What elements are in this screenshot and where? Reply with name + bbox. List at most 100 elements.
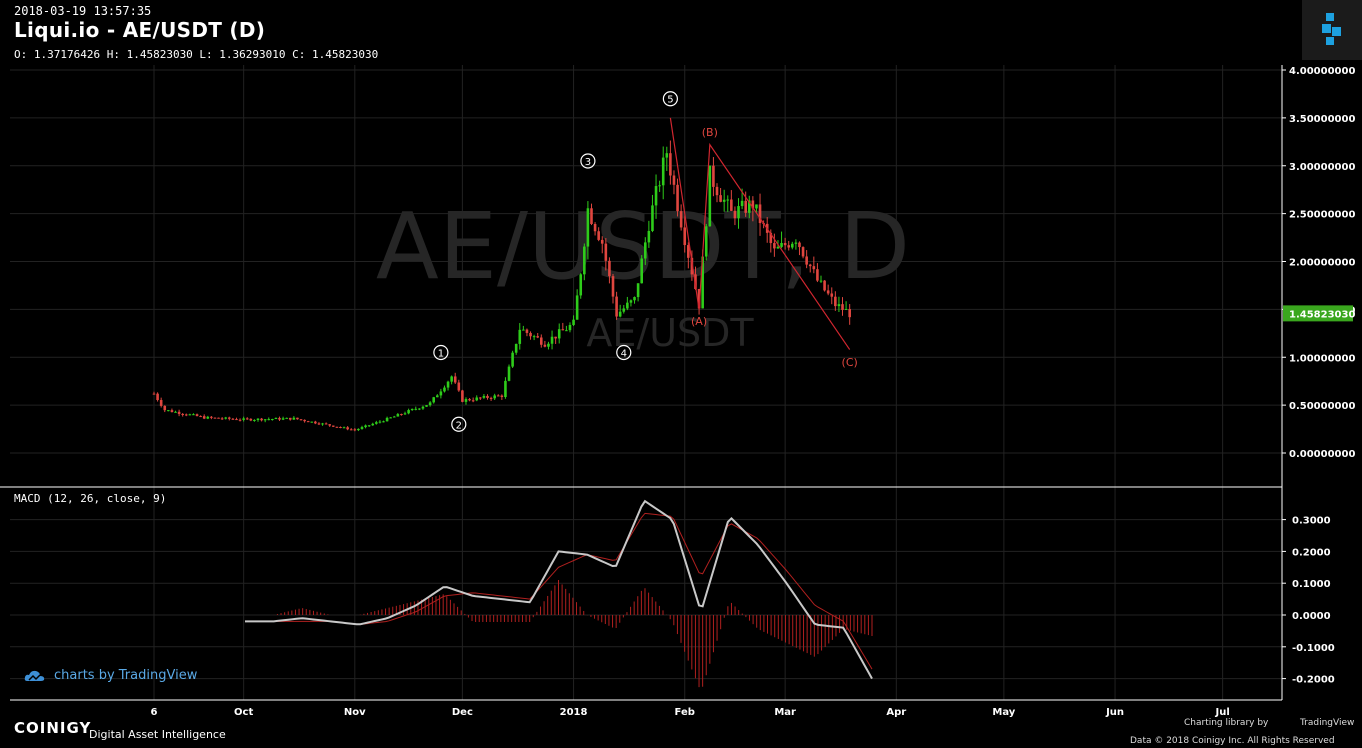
candle-body <box>210 416 213 418</box>
candle-body <box>532 336 536 338</box>
candle-body <box>629 300 633 303</box>
candle-body <box>783 242 787 246</box>
candle-body <box>339 427 342 429</box>
tradingview-credit[interactable]: TradingView <box>1300 718 1355 728</box>
candle-body <box>314 421 317 424</box>
y-tick-label: 0.50000000 <box>1289 401 1355 412</box>
macd-label: MACD (12, 26, close, 9) <box>14 492 167 505</box>
candle-body <box>812 266 816 270</box>
candle-body <box>450 376 453 382</box>
candle-body <box>733 210 737 219</box>
candle-body <box>385 417 389 422</box>
x-tick-label: Feb <box>675 707 695 718</box>
candle-body <box>496 395 500 397</box>
candle-body <box>364 425 367 428</box>
candle-body <box>690 257 694 275</box>
candle-body <box>177 411 181 414</box>
candle-body <box>841 304 844 310</box>
y-tick-label: 3.50000000 <box>1289 114 1355 125</box>
x-tick-label: Dec <box>452 707 473 718</box>
candle-body <box>557 329 561 339</box>
candle-body <box>826 290 830 294</box>
candle-body <box>834 296 837 307</box>
macd-tick-label: 0.2000 <box>1292 547 1331 558</box>
candle-body <box>676 184 679 212</box>
candle-body <box>310 421 314 423</box>
candle-body <box>446 381 450 388</box>
candle-body <box>747 200 751 213</box>
candle-body <box>274 417 278 420</box>
x-tick-label: Jul <box>1214 707 1229 718</box>
candle-body <box>608 260 611 277</box>
candle-body <box>378 421 382 423</box>
candle-body <box>801 247 805 257</box>
candle-body <box>507 366 511 381</box>
candle-body <box>773 243 776 249</box>
wave-label: (B) <box>702 126 718 139</box>
x-tick-label: Apr <box>886 707 906 718</box>
candle-body <box>719 195 722 202</box>
candle-body <box>647 230 651 243</box>
candle-body <box>152 393 156 395</box>
candle-body <box>500 395 504 397</box>
axes: 6 Oct Nov Dec 2018 Feb Mar Apr May Jun Jul 4.000000… <box>0 65 1355 718</box>
candle-body <box>708 165 712 227</box>
x-tick-label: Oct <box>234 707 253 718</box>
brand-name: COINIGY <box>14 719 92 737</box>
macd-tick-label: 0.3000 <box>1292 516 1331 527</box>
candle-body <box>332 425 335 427</box>
x-tick-label: May <box>992 707 1015 718</box>
candle-body <box>217 417 220 419</box>
candle-body <box>590 208 593 224</box>
y-tick-label: 0.00000000 <box>1289 449 1355 460</box>
candle-body <box>389 417 392 419</box>
y-tick-label: 2.50000000 <box>1289 210 1355 221</box>
candle-body <box>184 414 188 416</box>
coinigy-logo-button[interactable] <box>1302 0 1362 60</box>
candle-body <box>547 343 550 347</box>
candle-body <box>278 417 281 420</box>
candle-body <box>317 423 321 425</box>
candle-body <box>418 408 421 410</box>
candle-body <box>192 414 195 416</box>
x-tick-label: 2018 <box>560 707 588 718</box>
candle-body <box>253 419 256 421</box>
candle-body <box>787 245 791 248</box>
candle-body <box>335 426 339 428</box>
candle-body <box>633 297 636 301</box>
candle-body <box>604 243 608 261</box>
last-price-tag <box>1283 305 1353 322</box>
candle-body <box>328 424 332 426</box>
candle-body <box>561 329 565 331</box>
candle-body <box>443 387 446 392</box>
candle-body <box>823 280 826 291</box>
chart-title: Liqui.io - AE/USDT (D) <box>14 18 266 42</box>
candle-body <box>848 309 851 318</box>
candle-body <box>661 157 665 186</box>
candle-body <box>755 204 758 209</box>
brand-tagline: Digital Asset Intelligence <box>89 728 226 741</box>
candle-body <box>808 264 812 267</box>
timestamp: 2018-03-19 13:57:35 <box>14 4 152 18</box>
candle-body <box>819 280 823 282</box>
candle-body <box>687 245 690 258</box>
candle-body <box>701 256 704 309</box>
candle-body <box>794 242 798 244</box>
candle-body <box>285 417 288 419</box>
wave-circle <box>451 416 467 432</box>
candle-body <box>163 405 167 411</box>
candle-body <box>730 199 733 211</box>
coinigy-logo-icon <box>1322 13 1341 45</box>
tradingview-badge[interactable]: charts by TradingView <box>24 668 197 683</box>
candle-body <box>776 246 780 249</box>
candle-body <box>432 397 436 403</box>
wave-label: (A) <box>691 315 707 328</box>
candle-body <box>536 336 540 338</box>
candle-body <box>837 304 841 307</box>
candle-body <box>758 204 762 224</box>
candle-body <box>349 429 353 431</box>
candle-body <box>679 211 683 228</box>
candle-body <box>844 309 848 311</box>
charting-library-credit: Charting library by <box>1184 718 1269 728</box>
